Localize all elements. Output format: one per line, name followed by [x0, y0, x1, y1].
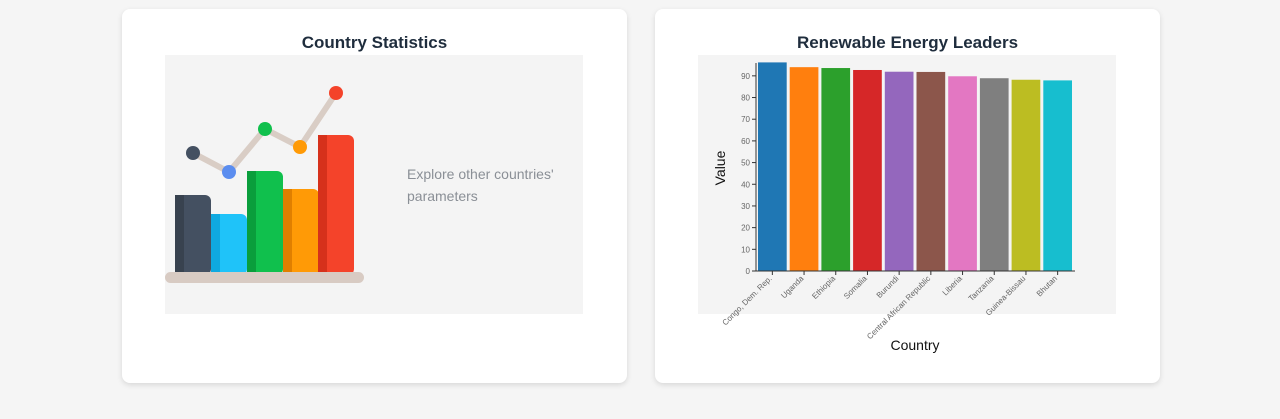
x-tick-label: Tanzania	[967, 274, 996, 303]
x-tick-label: Uganda	[779, 274, 806, 301]
y-tick-label: 90	[741, 72, 750, 81]
x-axis-title: Country	[890, 337, 939, 353]
y-tick-label: 60	[741, 137, 750, 146]
country-statistics-title: Country Statistics	[301, 33, 448, 52]
bar-5	[916, 71, 946, 271]
y-tick-label: 70	[741, 115, 750, 124]
x-tick-label: Ethiopia	[810, 274, 837, 301]
renewable-energy-title: Renewable Energy Leaders	[796, 33, 1019, 52]
country-statistics-panel: Explore other countries' parameters	[165, 55, 583, 314]
x-tick-label: Liberia	[941, 274, 965, 298]
bar-7	[979, 78, 1009, 271]
explore-countries-text: Explore other countries' parameters	[407, 166, 554, 204]
y-tick-label: 50	[741, 159, 750, 168]
bar-2	[821, 68, 851, 271]
bar-line-chart-illustration	[165, 86, 364, 283]
renewable-energy-card: Renewable Energy Leaders 0 10 20 30 40 50 60 70…	[655, 9, 1160, 383]
y-axis-title: Value	[712, 150, 728, 185]
y-tick-label: 80	[741, 94, 750, 103]
x-tick-label: Burundi	[875, 274, 901, 300]
x-tick-label: Bhutan	[1035, 274, 1059, 298]
y-tick-label: 0	[746, 267, 751, 276]
bar-8	[1011, 79, 1041, 271]
bar-0	[758, 62, 787, 272]
bar-6	[948, 76, 977, 271]
bar-9	[1043, 80, 1072, 272]
bar-1	[789, 67, 819, 271]
bar-3	[853, 69, 882, 271]
y-tick-label: 10	[741, 245, 750, 254]
y-tick-label: 40	[741, 180, 750, 189]
x-tick-label: Congo, Dem. Rep.	[721, 274, 774, 327]
illustration-bars	[175, 135, 354, 275]
illustration-base	[165, 272, 364, 283]
x-tick-label: Central African Republic	[865, 274, 932, 341]
chart-panel: 0 10 20 30 40 50 60 70 80 90 Congo, Dem. Rep. Ugand…	[698, 55, 1116, 353]
y-tick-label: 30	[741, 202, 750, 211]
x-tick-label: Somalia	[842, 274, 869, 301]
renewable-energy-bar-chart: 0 10 20 30 40 50 60 70 80 90 Congo, Dem. Rep. Ugand…	[712, 62, 1075, 353]
y-tick-label: 20	[741, 224, 750, 233]
country-statistics-card: Country Statistics	[122, 9, 627, 383]
bar-4	[884, 71, 914, 271]
